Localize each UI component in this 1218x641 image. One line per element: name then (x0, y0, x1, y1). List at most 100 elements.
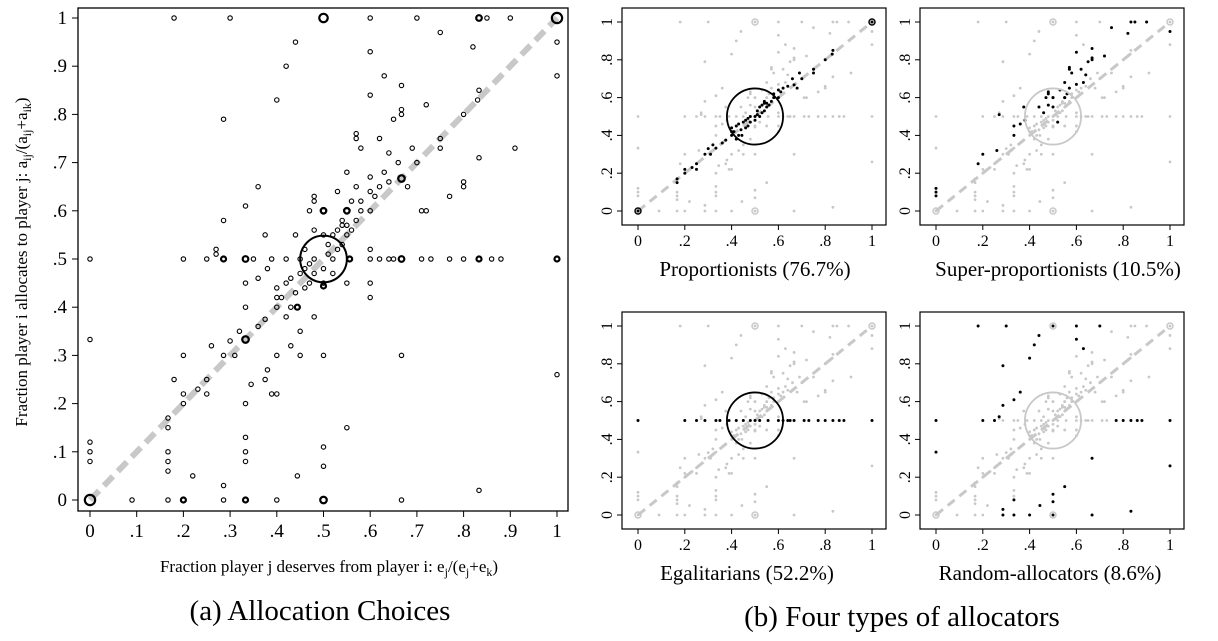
x-axis-label: Fraction player j deserves from player i… (160, 557, 498, 579)
data-point (398, 497, 405, 503)
data-point-highlight (695, 162, 698, 166)
frequency-circle (1024, 87, 1082, 146)
data-point-gray (1077, 90, 1081, 94)
data-point (165, 415, 171, 421)
data-point-highlight (1032, 343, 1036, 347)
data-point-gray (835, 324, 839, 328)
data-point (297, 328, 303, 335)
panel-title: Egalitarians (52.2%) (660, 561, 834, 585)
data-point-highlight (748, 419, 752, 422)
data-point-highlight (755, 113, 759, 117)
data-point (220, 116, 227, 122)
data-point-gray (748, 137, 752, 141)
data-point-gray (976, 466, 980, 470)
data-point-highlight (760, 103, 764, 107)
data-point-gray (714, 124, 718, 128)
data-point-gray (1035, 149, 1039, 152)
data-point-gray (714, 171, 718, 175)
data-point-gray (703, 456, 707, 460)
data-point (227, 15, 233, 21)
y-tick-label: .6 (599, 92, 616, 104)
data-point-gray (792, 115, 796, 118)
data-point-gray (706, 451, 710, 455)
data-point-gray (683, 513, 687, 517)
data-point (297, 270, 303, 277)
data-point-gray (714, 438, 718, 441)
data-point-gray (703, 513, 707, 517)
data-point (418, 208, 425, 214)
data-point-gray (765, 96, 769, 99)
data-point (220, 352, 227, 359)
data-point-gray (777, 124, 780, 128)
data-point-gray (1035, 122, 1039, 126)
data-point (87, 256, 93, 262)
data-point (292, 39, 299, 45)
x-tick-label: .1 (130, 521, 144, 542)
data-point-gray (816, 90, 820, 94)
data-point (376, 135, 383, 142)
data-point-gray (823, 115, 827, 118)
data-point-highlight (870, 419, 874, 422)
data-point-gray (1022, 138, 1026, 142)
data-point-gray (934, 146, 938, 150)
data-point-gray (732, 434, 736, 438)
data-point (484, 15, 490, 21)
data-point-gray (767, 407, 771, 411)
data-point-gray (636, 450, 640, 454)
data-point-gray (697, 149, 701, 152)
reference-diagonal (87, 15, 560, 503)
data-point-gray (1001, 152, 1005, 156)
data-point-gray (1046, 137, 1050, 141)
data-point (302, 285, 308, 291)
data-point-gray (981, 513, 985, 517)
data-point-gray (1084, 419, 1088, 422)
data-point-gray (981, 115, 985, 118)
data-point-gray (934, 209, 938, 213)
data-point-gray (1079, 371, 1083, 375)
y-axis-label: Fraction player i allocates to player j:… (12, 97, 34, 426)
data-point-gray (699, 113, 703, 117)
data-point-highlight (776, 96, 780, 100)
data-point-gray (724, 466, 728, 470)
data-point (220, 497, 227, 503)
data-point-gray (678, 324, 682, 328)
data-point-highlight (1102, 54, 1106, 58)
data-point-highlight (683, 171, 687, 175)
data-point-highlight (1051, 324, 1055, 328)
data-point-highlight (1168, 419, 1172, 422)
frequency-circle (1024, 391, 1082, 450)
data-point (414, 159, 420, 166)
data-point (460, 183, 467, 190)
data-point-gray (695, 466, 698, 470)
data-point-highlight (1012, 133, 1016, 137)
frequency-circle (475, 255, 483, 263)
data-point-gray (1056, 105, 1060, 109)
data-point-gray (703, 99, 707, 103)
data-point-gray (1129, 48, 1133, 52)
data-point-gray (675, 198, 679, 202)
data-point-gray (1022, 466, 1026, 470)
data-point-gray (753, 96, 757, 99)
data-point-highlight (816, 419, 820, 422)
data-point (227, 338, 233, 344)
x-tick-label: 0 (634, 233, 642, 250)
data-point (204, 256, 210, 262)
data-point-gray (1114, 115, 1118, 118)
data-point-gray (1001, 456, 1005, 460)
data-point-highlight (1042, 111, 1046, 115)
frequency-circle (299, 234, 348, 284)
data-point-highlight (1028, 356, 1032, 360)
data-point-highlight (741, 120, 745, 124)
data-point (358, 208, 364, 214)
data-point-gray (1037, 128, 1041, 132)
data-point-gray (1067, 390, 1071, 394)
data-point-gray (753, 513, 757, 517)
data-point-gray (744, 430, 748, 434)
data-point-gray (1060, 413, 1064, 417)
x-tick-label: .8 (456, 521, 470, 542)
data-point-gray (769, 390, 773, 394)
data-point-gray (714, 450, 718, 454)
y-tick-label: .3 (53, 345, 67, 366)
data-point-gray (805, 400, 808, 403)
data-point-gray (1075, 415, 1078, 419)
